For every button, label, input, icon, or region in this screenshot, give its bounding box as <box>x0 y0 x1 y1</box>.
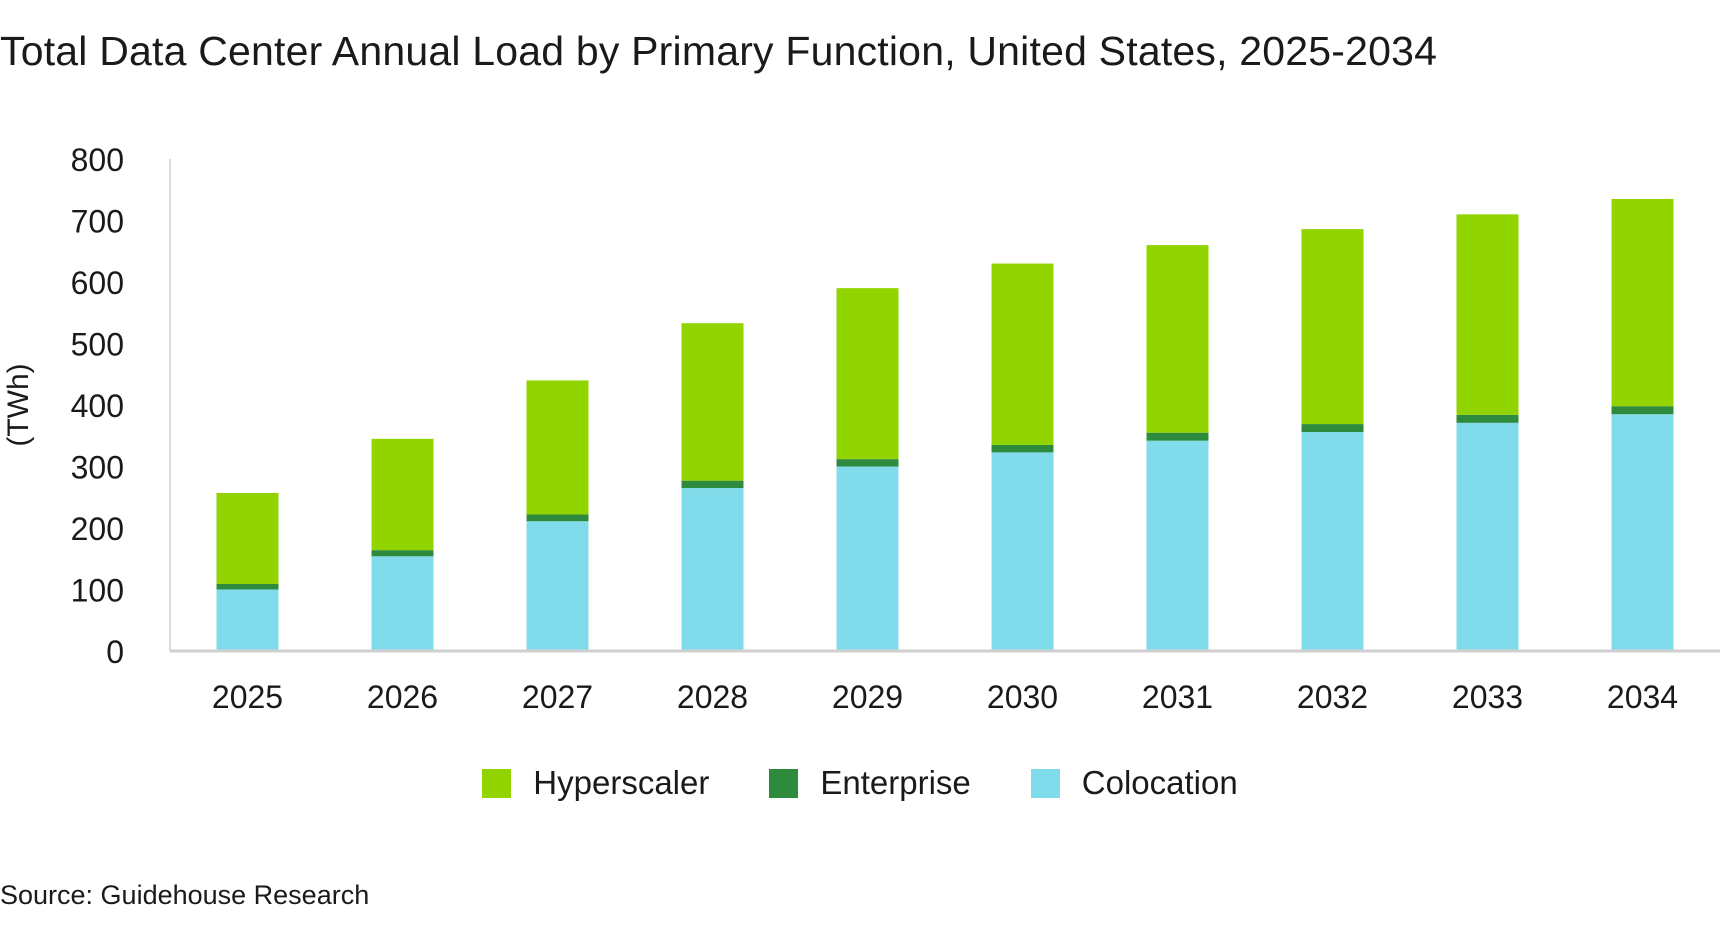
bar-hyperscaler-2029 <box>836 288 899 460</box>
bar-enterprise-2030 <box>991 444 1054 453</box>
y-tick-label: 500 <box>71 327 124 363</box>
x-tick-label: 2026 <box>367 679 438 715</box>
y-tick-label: 300 <box>71 450 124 486</box>
x-tick-label: 2033 <box>1452 679 1523 715</box>
bar-enterprise-2029 <box>836 459 899 467</box>
x-tick-label: 2027 <box>522 679 593 715</box>
bar-enterprise-2033 <box>1456 414 1519 423</box>
legend-swatch <box>769 768 799 798</box>
bar-enterprise-2034 <box>1611 406 1674 415</box>
y-tick-label: 200 <box>71 511 124 547</box>
legend-item-colocation: Colocation <box>1030 764 1238 802</box>
x-tick-label: 2025 <box>212 679 283 715</box>
bar-colocation-2025 <box>216 589 279 651</box>
bar-enterprise-2025 <box>216 583 279 590</box>
chart-legend: Hyperscaler Enterprise Colocation <box>0 764 1720 802</box>
legend-item-hyperscaler: Hyperscaler <box>482 764 709 802</box>
stacked-bar-chart: 0 100 200 300 400 500 600 700 800 (TWh) 2025 2026 20… <box>2 142 1720 715</box>
bar-colocation-2033 <box>1456 422 1519 651</box>
legend-swatch <box>1030 768 1060 798</box>
bar-colocation-2030 <box>991 452 1054 651</box>
x-tick-label: 2029 <box>832 679 903 715</box>
bar-colocation-2028 <box>681 488 744 651</box>
bar-hyperscaler-2033 <box>1456 214 1519 415</box>
x-tick-label: 2028 <box>677 679 748 715</box>
y-tick-label: 600 <box>71 265 124 301</box>
chart-title: Total Data Center Annual Load by Primary… <box>0 28 1438 74</box>
source-note: Source: Guidehouse Research <box>0 880 370 910</box>
bar-enterprise-2031 <box>1146 432 1209 441</box>
x-tick-label: 2034 <box>1607 679 1678 715</box>
y-tick-label: 0 <box>106 634 124 670</box>
bar-enterprise-2028 <box>681 480 744 489</box>
legend-item-enterprise: Enterprise <box>769 764 971 802</box>
bar-hyperscaler-2026 <box>371 438 434 551</box>
x-tick-label: 2032 <box>1297 679 1368 715</box>
y-tick-label: 400 <box>71 388 124 424</box>
legend-label: Enterprise <box>820 764 971 801</box>
y-tick-label: 800 <box>71 142 124 178</box>
bar-hyperscaler-2031 <box>1146 245 1209 433</box>
bar-hyperscaler-2028 <box>681 323 744 481</box>
bar-colocation-2031 <box>1146 440 1209 651</box>
bar-colocation-2032 <box>1301 432 1364 651</box>
legend-label: Colocation <box>1081 764 1238 801</box>
bar-hyperscaler-2025 <box>216 492 279 584</box>
bar-colocation-2029 <box>836 466 899 651</box>
bar-enterprise-2032 <box>1301 424 1364 433</box>
legend-swatch <box>482 768 512 798</box>
bar-hyperscaler-2032 <box>1301 229 1364 425</box>
bar-hyperscaler-2027 <box>526 380 589 515</box>
bar-hyperscaler-2034 <box>1611 198 1674 407</box>
bar-hyperscaler-2030 <box>991 263 1054 445</box>
bar-colocation-2026 <box>371 556 434 651</box>
y-tick-label: 700 <box>71 204 124 240</box>
bar-colocation-2034 <box>1611 414 1674 651</box>
legend-label: Hyperscaler <box>533 764 710 801</box>
y-tick-label: 100 <box>71 573 124 609</box>
y-axis-label: (TWh) <box>2 363 35 446</box>
bar-enterprise-2026 <box>371 550 434 557</box>
bar-enterprise-2027 <box>526 514 589 522</box>
x-tick-label: 2030 <box>987 679 1058 715</box>
bar-colocation-2027 <box>526 521 589 651</box>
x-tick-label: 2031 <box>1142 679 1213 715</box>
